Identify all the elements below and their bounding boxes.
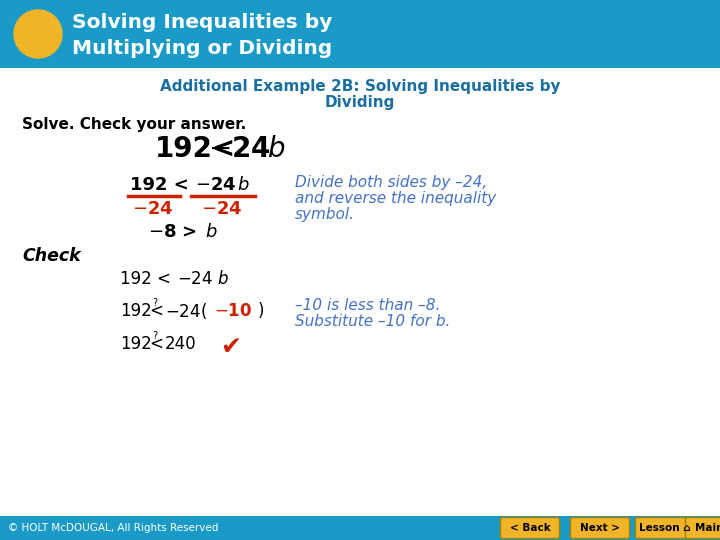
Text: $-$24: $-$24 <box>202 200 243 218</box>
Text: <: < <box>149 335 163 353</box>
Text: 192 <: 192 < <box>120 270 171 288</box>
Text: Lesson ⌂: Lesson ⌂ <box>639 523 690 533</box>
Text: and reverse the inequality: and reverse the inequality <box>295 191 496 206</box>
Text: $-$10: $-$10 <box>214 302 252 320</box>
Text: $-$24: $-$24 <box>195 176 236 194</box>
Text: Next >: Next > <box>580 523 620 533</box>
Text: –10 is less than –8.: –10 is less than –8. <box>295 298 441 313</box>
Text: $-$24: $-$24 <box>177 270 213 288</box>
Text: $-$8 >: $-$8 > <box>148 223 197 241</box>
Text: $-$24(: $-$24( <box>165 301 207 321</box>
Text: 192: 192 <box>120 302 152 320</box>
Bar <box>0 516 720 540</box>
Text: ?: ? <box>153 298 158 308</box>
Text: Main ⌂: Main ⌂ <box>696 523 720 533</box>
Text: 192 <: 192 < <box>130 176 189 194</box>
Text: symbol.: symbol. <box>295 206 355 221</box>
FancyBboxPatch shape <box>500 517 559 538</box>
Text: Additional Example 2B: Solving Inequalities by: Additional Example 2B: Solving Inequalit… <box>160 79 560 94</box>
Text: $-$24: $-$24 <box>208 135 271 163</box>
Text: 240: 240 <box>165 335 197 353</box>
Text: < Back: < Back <box>510 523 550 533</box>
Text: $b$: $b$ <box>205 223 217 241</box>
FancyBboxPatch shape <box>636 517 695 538</box>
Text: Solving Inequalities by: Solving Inequalities by <box>72 12 333 31</box>
Text: $b$: $b$ <box>237 176 250 194</box>
Text: 192: 192 <box>120 335 152 353</box>
Text: ✔: ✔ <box>220 335 241 359</box>
Text: 192<: 192< <box>155 135 236 163</box>
Text: $-$24: $-$24 <box>132 200 174 218</box>
Text: © HOLT McDOUGAL, All Rights Reserved: © HOLT McDOUGAL, All Rights Reserved <box>8 523 218 533</box>
Circle shape <box>14 10 62 58</box>
FancyBboxPatch shape <box>570 517 629 538</box>
Text: Substitute –10 for b.: Substitute –10 for b. <box>295 314 451 329</box>
Bar <box>0 0 720 68</box>
FancyBboxPatch shape <box>685 517 720 538</box>
Text: <: < <box>149 302 163 320</box>
Text: Check: Check <box>22 247 81 265</box>
Text: Solve. Check your answer.: Solve. Check your answer. <box>22 118 246 132</box>
Text: ): ) <box>258 302 264 320</box>
Text: Dividing: Dividing <box>325 96 395 111</box>
Text: $b$: $b$ <box>267 135 285 163</box>
Text: Multiplying or Dividing: Multiplying or Dividing <box>72 38 332 57</box>
Text: Divide both sides by –24,: Divide both sides by –24, <box>295 174 487 190</box>
Text: ?: ? <box>153 331 158 341</box>
Text: $b$: $b$ <box>217 270 229 288</box>
